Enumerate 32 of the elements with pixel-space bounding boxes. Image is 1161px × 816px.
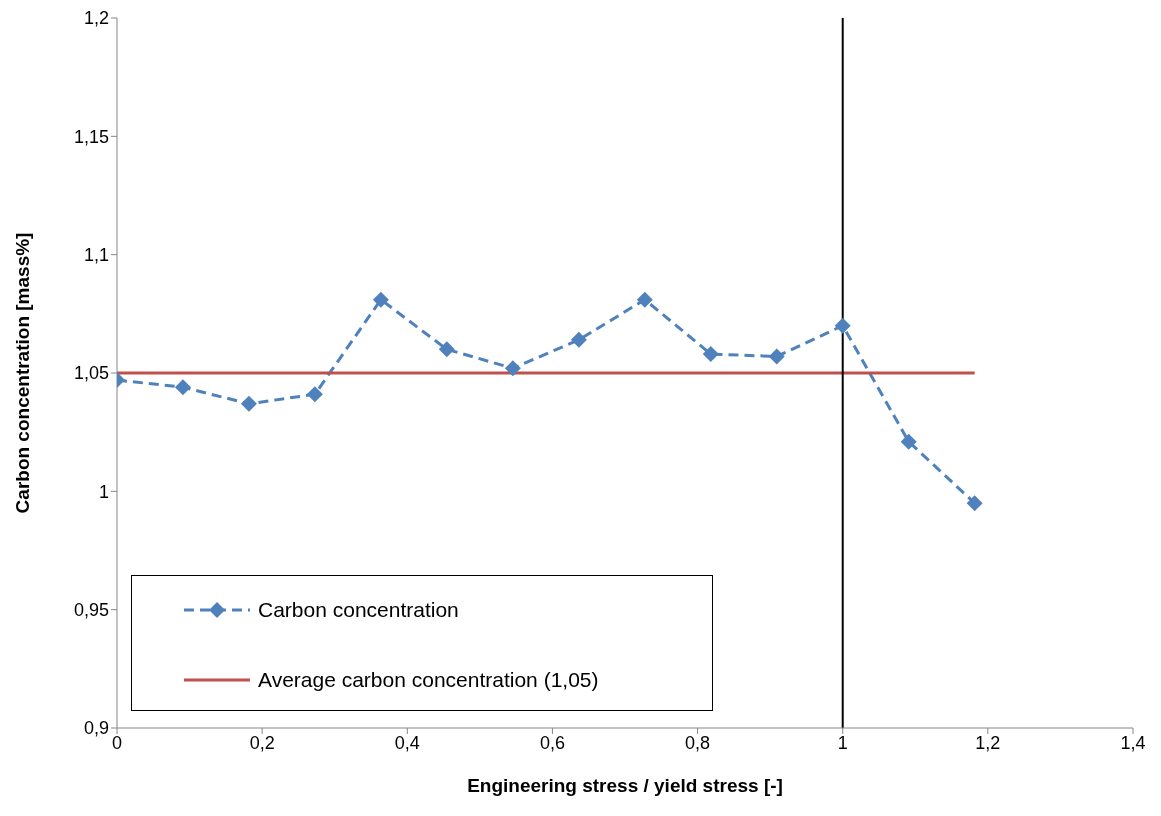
point: [702, 346, 719, 363]
y-tick-label: 1,2: [83, 8, 109, 29]
x-tick-label: 1,4: [1120, 732, 1146, 753]
point: [834, 317, 851, 334]
point: [966, 495, 983, 512]
y-tick-label: 1,05: [73, 363, 109, 384]
x-tick-label: 0,4: [394, 732, 420, 753]
x-tick-label: 1,2: [975, 732, 1001, 753]
y-axis-title: Carbon concentration [mass%]: [11, 232, 33, 514]
y-tick-label: 1,1: [83, 245, 109, 266]
y-tick-label: 1: [98, 481, 109, 502]
x-tick-label: 1: [837, 732, 848, 753]
point: [768, 348, 785, 365]
legend-label: Carbon concentration: [258, 598, 459, 622]
x-tick-label: 0,2: [249, 732, 275, 753]
point: [504, 360, 521, 377]
point: [636, 291, 653, 308]
x-axis-title: Engineering stress / yield stress [-]: [467, 775, 783, 796]
point: [240, 395, 257, 412]
y-tick-label: 0,9: [83, 718, 109, 739]
x-tick-label: 0,6: [539, 732, 565, 753]
y-tick-label: 0,95: [73, 600, 109, 621]
x-tick-label: 0: [111, 732, 123, 753]
point: [438, 341, 455, 358]
legend-label: Average carbon concentration (1,05): [258, 668, 599, 692]
point: [570, 331, 587, 348]
x-tick-label: 0,8: [685, 732, 711, 753]
point: [174, 379, 191, 396]
point: [306, 386, 323, 403]
point: [372, 291, 389, 308]
point: [900, 433, 917, 450]
y-tick-label: 1,15: [73, 126, 109, 147]
